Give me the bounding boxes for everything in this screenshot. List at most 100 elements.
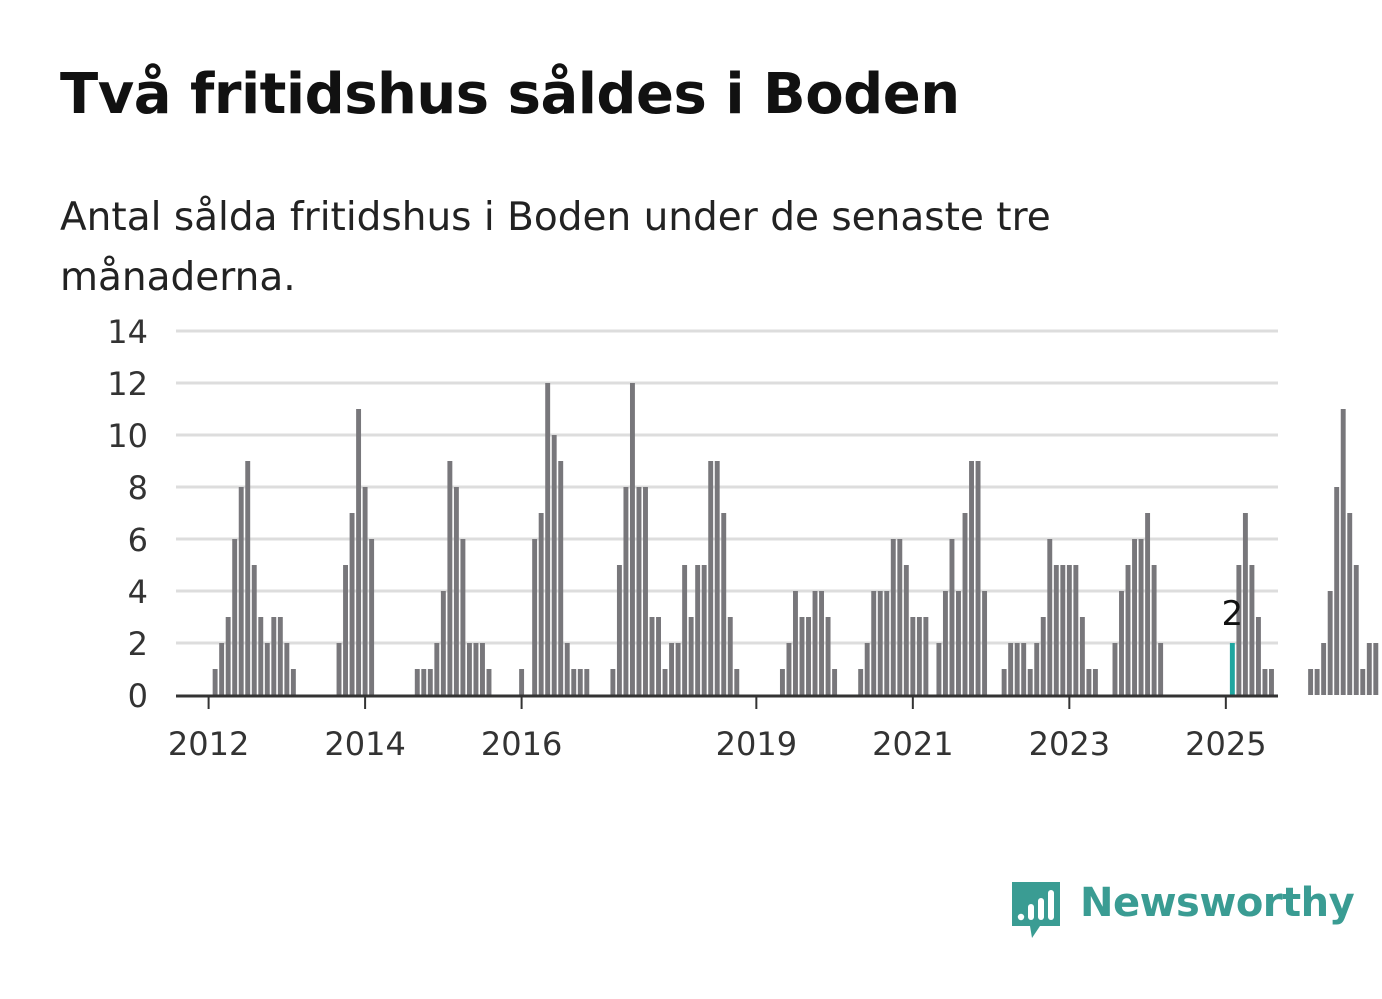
bar [675,643,681,695]
bar [1138,539,1144,695]
data-label-highlight: 2 [1222,594,1244,634]
bars [212,383,1379,695]
bar [440,591,446,695]
x-tick-label: 2023 [1029,725,1110,763]
x-axis-ticks: 2012 2014 2016 2019 2021 2023 2025 [168,695,1267,763]
bar [897,539,903,695]
bar [656,617,661,695]
bar [1073,565,1079,695]
bar [629,383,635,695]
bar [245,461,251,695]
bar [571,669,577,695]
bar [1119,591,1124,695]
chart-subtitle: Antal sålda fritidshus i Boden under de … [60,195,1051,300]
bar [486,669,492,695]
bar [447,461,453,695]
bar [1066,565,1072,695]
bar [258,617,264,695]
bar [545,383,551,695]
bar [1008,643,1014,695]
bar [480,643,485,695]
y-tick-label: 6 [128,521,148,559]
bar [1047,539,1053,695]
bar [1125,565,1131,695]
bar [538,513,544,695]
bar [1079,617,1085,695]
bar [421,669,427,695]
bar [290,669,296,695]
bar-highlight [1229,643,1235,695]
bar [1092,669,1098,695]
bar [688,617,694,695]
bar [519,669,525,695]
bar [616,565,622,695]
bar [1366,643,1372,695]
bar [1353,565,1359,695]
bar [793,591,798,695]
bar [812,591,818,695]
bar [1034,643,1040,695]
bar [636,487,642,695]
bar [890,539,896,695]
bar [969,461,974,695]
bar [910,617,916,695]
bar [1027,669,1033,695]
bar [473,643,479,695]
bar [577,669,583,695]
bar [975,461,981,695]
bar [1086,669,1092,695]
bar [251,565,257,695]
bar [643,487,648,695]
bar [1321,643,1327,695]
bar [349,513,355,695]
bar [558,461,564,695]
y-tick-label: 0 [128,677,148,715]
bar [356,409,362,695]
bar [564,643,570,695]
bar [949,539,955,695]
bar [1112,643,1118,695]
bar [916,617,922,695]
bar [708,461,714,695]
bar [825,617,831,695]
bar [832,669,838,695]
bar [238,487,244,695]
bar [414,669,420,695]
bar [336,643,342,695]
bar [1249,565,1255,695]
bar [466,643,472,695]
bar [1242,513,1248,695]
bar [271,617,277,695]
bar [1269,669,1274,695]
x-tick-label: 2014 [324,725,405,763]
bar [923,617,929,695]
bar [682,565,688,695]
bar [212,669,218,695]
bar [343,565,348,695]
newsworthy-logo: Newsworthy [1010,878,1355,944]
bar [779,669,785,695]
bar [232,539,238,695]
bar [264,643,270,695]
bar [1255,617,1261,695]
brand-name: Newsworthy [1080,880,1355,926]
bar [819,591,825,695]
bar [1158,643,1164,695]
bar [734,669,740,695]
y-tick-label: 14 [107,313,148,351]
bar [1334,487,1340,695]
bar [1373,643,1379,695]
bar [1014,643,1020,695]
x-tick-label: 2016 [481,725,562,763]
bar [956,591,961,695]
bar [1262,669,1268,695]
data-labels: 2 [1222,594,1244,634]
bar [858,669,864,695]
bar [962,513,968,695]
y-tick-label: 8 [128,469,148,507]
bar [695,565,701,695]
bar [1132,539,1137,695]
bar [727,617,733,695]
y-tick-label: 4 [128,573,148,611]
